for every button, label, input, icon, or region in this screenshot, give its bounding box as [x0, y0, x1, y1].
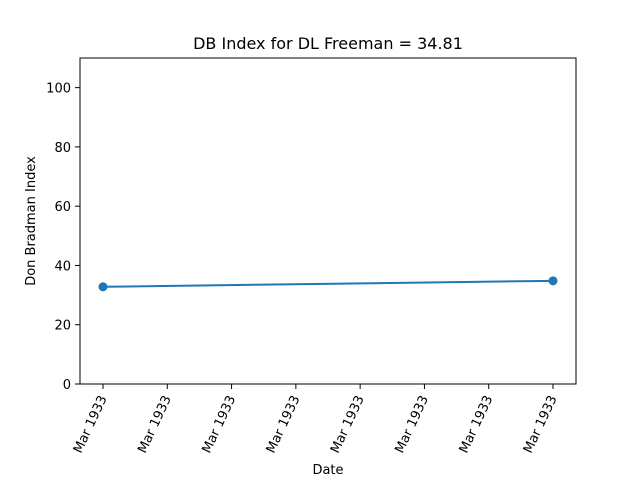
y-axis: 0 20 40 60 80 100	[46, 82, 80, 393]
y-tick-label: 0	[63, 378, 71, 393]
y-tick-label: 100	[46, 82, 71, 97]
x-tick-label: Mar 1933	[135, 393, 175, 455]
chart-title: DB Index for DL Freeman = 34.81	[193, 34, 463, 53]
series-line	[102, 279, 554, 288]
x-axis-label: Date	[312, 463, 343, 478]
y-tick-label: 80	[54, 141, 71, 156]
x-tick-label: Mar 1933	[521, 393, 561, 455]
data-point	[98, 282, 108, 292]
y-tick-label: 40	[54, 259, 71, 274]
x-tick-label: Mar 1933	[200, 393, 240, 455]
plot-frame	[79, 57, 577, 385]
data-point	[548, 276, 558, 286]
y-tick-label: 20	[54, 319, 71, 334]
y-axis-label: Don Bradman Index	[24, 156, 39, 286]
x-tick-label: Mar 1933	[264, 393, 304, 455]
x-tick-label: Mar 1933	[392, 393, 432, 455]
x-tick-label: Mar 1933	[457, 393, 497, 455]
x-tick-label: Mar 1933	[328, 393, 368, 455]
x-axis: Mar 1933 Mar 1933 Mar 1933 Mar 1933 Mar 1933…	[71, 384, 561, 456]
y-tick-label: 60	[54, 200, 71, 215]
plot-area	[98, 276, 558, 292]
x-tick-label: Mar 1933	[71, 393, 111, 455]
